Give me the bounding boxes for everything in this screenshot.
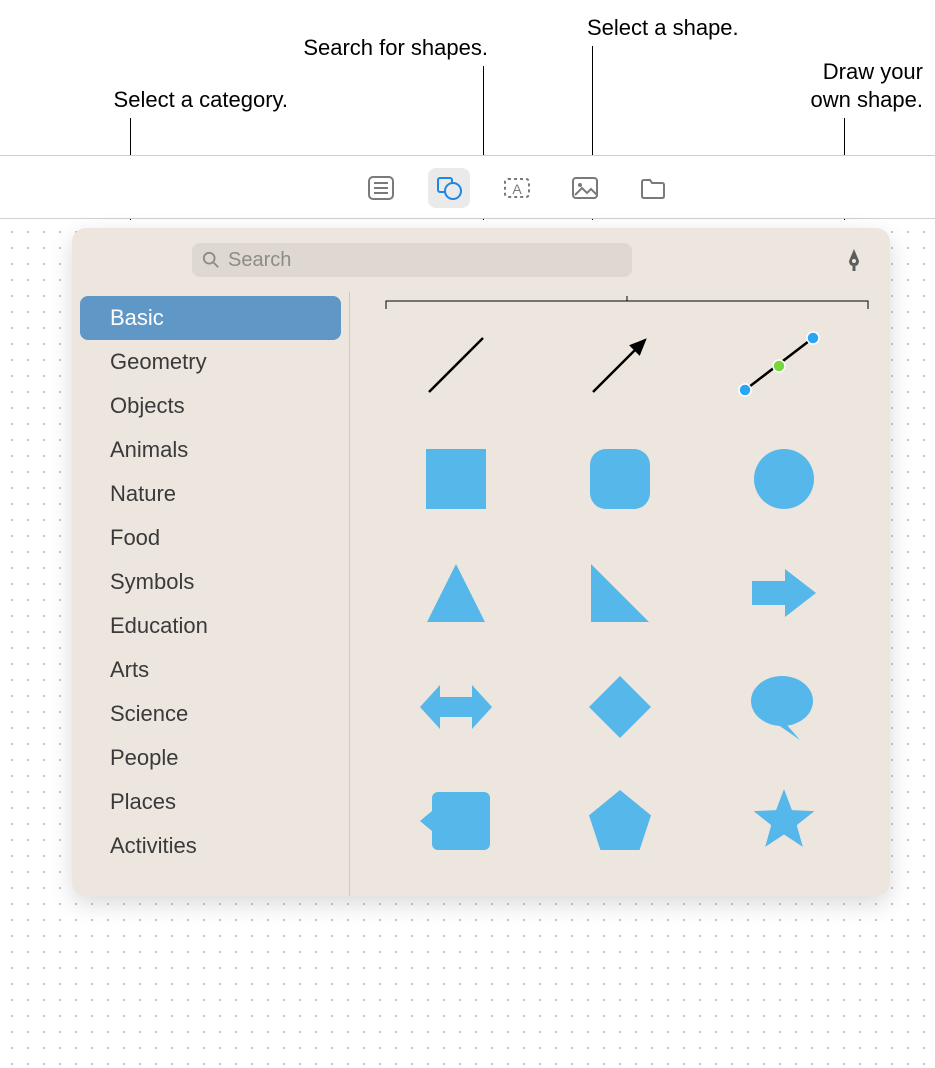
category-sidebar: Basic Geometry Objects Animals Nature Food Sym… (72, 292, 350, 896)
shape-diamond[interactable] (538, 650, 702, 764)
shapes-popover: Basic Geometry Objects Animals Nature Food Sym… (72, 228, 890, 896)
shape-triangle[interactable] (374, 536, 538, 650)
shape-bezier[interactable] (702, 308, 866, 422)
pen-icon (841, 247, 867, 273)
arrow-right-icon (746, 558, 822, 628)
sidebar-item-label: Science (110, 701, 188, 727)
callout-category: Select a category. (88, 86, 288, 114)
pentagon-icon (585, 786, 655, 856)
draw-shape-button[interactable] (838, 244, 870, 276)
shape-square[interactable] (374, 422, 538, 536)
sidebar-item-science[interactable]: Science (80, 692, 341, 736)
shape-right-triangle[interactable] (538, 536, 702, 650)
arrow-line-icon (585, 330, 655, 400)
sidebar-item-geometry[interactable]: Geometry (80, 340, 341, 384)
diamond-icon (585, 672, 655, 742)
sidebar-item-label: Places (110, 789, 176, 815)
sidebar-item-label: Activities (110, 833, 197, 859)
callout-draw: Draw your own shape. (743, 58, 923, 113)
shapes-icon (435, 175, 463, 201)
sidebar-item-nature[interactable]: Nature (80, 472, 341, 516)
shape-speech-bubble[interactable] (702, 650, 866, 764)
shape-rounded-square[interactable] (538, 422, 702, 536)
text-icon: A (503, 175, 531, 201)
double-arrow-icon (416, 672, 496, 742)
shape-callout-box[interactable] (374, 764, 538, 878)
toolbar-btn-shapes[interactable] (428, 168, 470, 208)
shape-arrow-right[interactable] (702, 536, 866, 650)
circle-icon (749, 444, 819, 514)
search-icon (202, 251, 220, 269)
sidebar-item-food[interactable]: Food (80, 516, 341, 560)
media-icon (571, 175, 599, 201)
speech-bubble-icon (747, 670, 821, 744)
right-triangle-icon (585, 558, 655, 628)
bezier-icon (739, 330, 829, 400)
sidebar-item-label: Nature (110, 481, 176, 507)
star-icon (749, 786, 819, 856)
rounded-square-icon (585, 444, 655, 514)
sidebar-item-people[interactable]: People (80, 736, 341, 780)
search-field-wrap (192, 243, 632, 277)
callout-shape: Select a shape. (587, 14, 752, 42)
sidebar-item-label: Geometry (110, 349, 207, 375)
toolbar-btn-folder[interactable] (632, 168, 674, 208)
shape-circle[interactable] (702, 422, 866, 536)
callout-box-icon (418, 786, 494, 856)
sidebar-item-label: Food (110, 525, 160, 551)
shape-arrow-line[interactable] (538, 308, 702, 422)
list-icon (367, 175, 395, 201)
sidebar-item-activities[interactable]: Activities (80, 824, 341, 868)
sidebar-item-label: Education (110, 613, 208, 639)
search-input[interactable] (192, 243, 632, 277)
sidebar-item-animals[interactable]: Animals (80, 428, 341, 472)
sidebar-item-basic[interactable]: Basic (80, 296, 341, 340)
shape-star[interactable] (702, 764, 866, 878)
sidebar-item-places[interactable]: Places (80, 780, 341, 824)
popover-header (72, 228, 890, 292)
triangle-icon (421, 558, 491, 628)
shapes-pane (350, 292, 890, 896)
svg-text:A: A (512, 181, 522, 197)
sidebar-item-label: Arts (110, 657, 149, 683)
toolbar-btn-media[interactable] (564, 168, 606, 208)
sidebar-item-symbols[interactable]: Symbols (80, 560, 341, 604)
shape-pentagon[interactable] (538, 764, 702, 878)
callout-search: Search for shapes. (258, 34, 488, 62)
sidebar-item-label: Symbols (110, 569, 194, 595)
sidebar-item-label: Animals (110, 437, 188, 463)
shape-double-arrow[interactable] (374, 650, 538, 764)
folder-icon (639, 175, 667, 201)
sidebar-item-education[interactable]: Education (80, 604, 341, 648)
shape-line[interactable] (374, 308, 538, 422)
sidebar-item-label: People (110, 745, 179, 771)
toolbar-btn-list[interactable] (360, 168, 402, 208)
square-icon (421, 444, 491, 514)
sidebar-item-label: Objects (110, 393, 185, 419)
sidebar-item-objects[interactable]: Objects (80, 384, 341, 428)
toolbar: A (0, 155, 935, 219)
sidebar-item-arts[interactable]: Arts (80, 648, 341, 692)
line-icon (421, 330, 491, 400)
sidebar-item-label: Basic (110, 305, 164, 331)
toolbar-btn-text[interactable]: A (496, 168, 538, 208)
